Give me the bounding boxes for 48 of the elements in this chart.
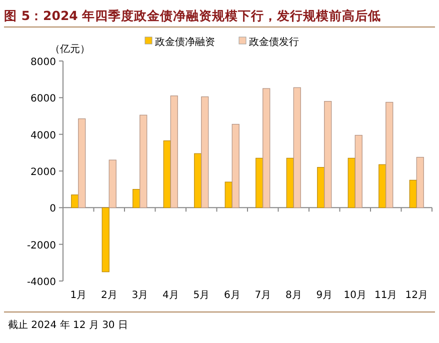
bar [409, 180, 417, 208]
y-tick-label: 6000 [30, 94, 56, 105]
legend-label: 政金债发行 [249, 36, 299, 48]
bar [71, 194, 79, 208]
x-tick-label: 8月 [285, 290, 302, 301]
x-tick-label: 7月 [254, 290, 272, 301]
bar [324, 101, 332, 208]
bar [201, 96, 209, 208]
bar [170, 96, 178, 208]
bar [224, 182, 232, 208]
bar [194, 153, 202, 208]
y-tick-label: -4000 [26, 277, 56, 288]
x-tick-label: 6月 [224, 290, 240, 301]
legend-label: 政金债净融资 [155, 36, 215, 48]
y-tick-label: 8000 [30, 57, 56, 68]
bar [132, 189, 140, 208]
bar [102, 207, 110, 272]
x-tick-label: 12月 [405, 290, 428, 301]
y-tick-label: 0 [50, 204, 56, 215]
bar [293, 87, 301, 208]
bar [140, 114, 148, 208]
bar [108, 160, 116, 208]
x-tick-label: 11月 [374, 290, 398, 301]
text: 截止 2024 年 12 月 30 日 [8, 319, 128, 331]
bar [256, 158, 264, 208]
bar [286, 158, 294, 208]
y-axis-title: （亿元） [50, 44, 90, 55]
x-tick-label: 9月 [316, 290, 333, 301]
bar [416, 156, 424, 208]
x-tick-label: 2月 [100, 290, 118, 301]
x-tick-label: 10月 [344, 290, 366, 301]
bar [354, 134, 362, 208]
bar [232, 124, 240, 208]
x-tick-label: 5月 [193, 290, 210, 301]
bar [348, 158, 356, 208]
bar [378, 164, 386, 208]
x-tick-label: 1月 [70, 290, 87, 301]
x-tick-label: 4月 [162, 290, 179, 301]
x-tick-label: 3月 [132, 290, 148, 301]
bar [163, 140, 171, 208]
y-tick-label: -2000 [26, 240, 56, 252]
y-tick-label: 2000 [30, 167, 56, 178]
bar [386, 102, 394, 208]
bar [317, 167, 325, 208]
bar [262, 88, 270, 208]
y-tick-label: 4000 [30, 130, 56, 142]
bar [78, 118, 86, 208]
chart-title: 图 5：2024 年四季度政金债净融资规模下行，发行规模前高后低 [4, 8, 382, 23]
